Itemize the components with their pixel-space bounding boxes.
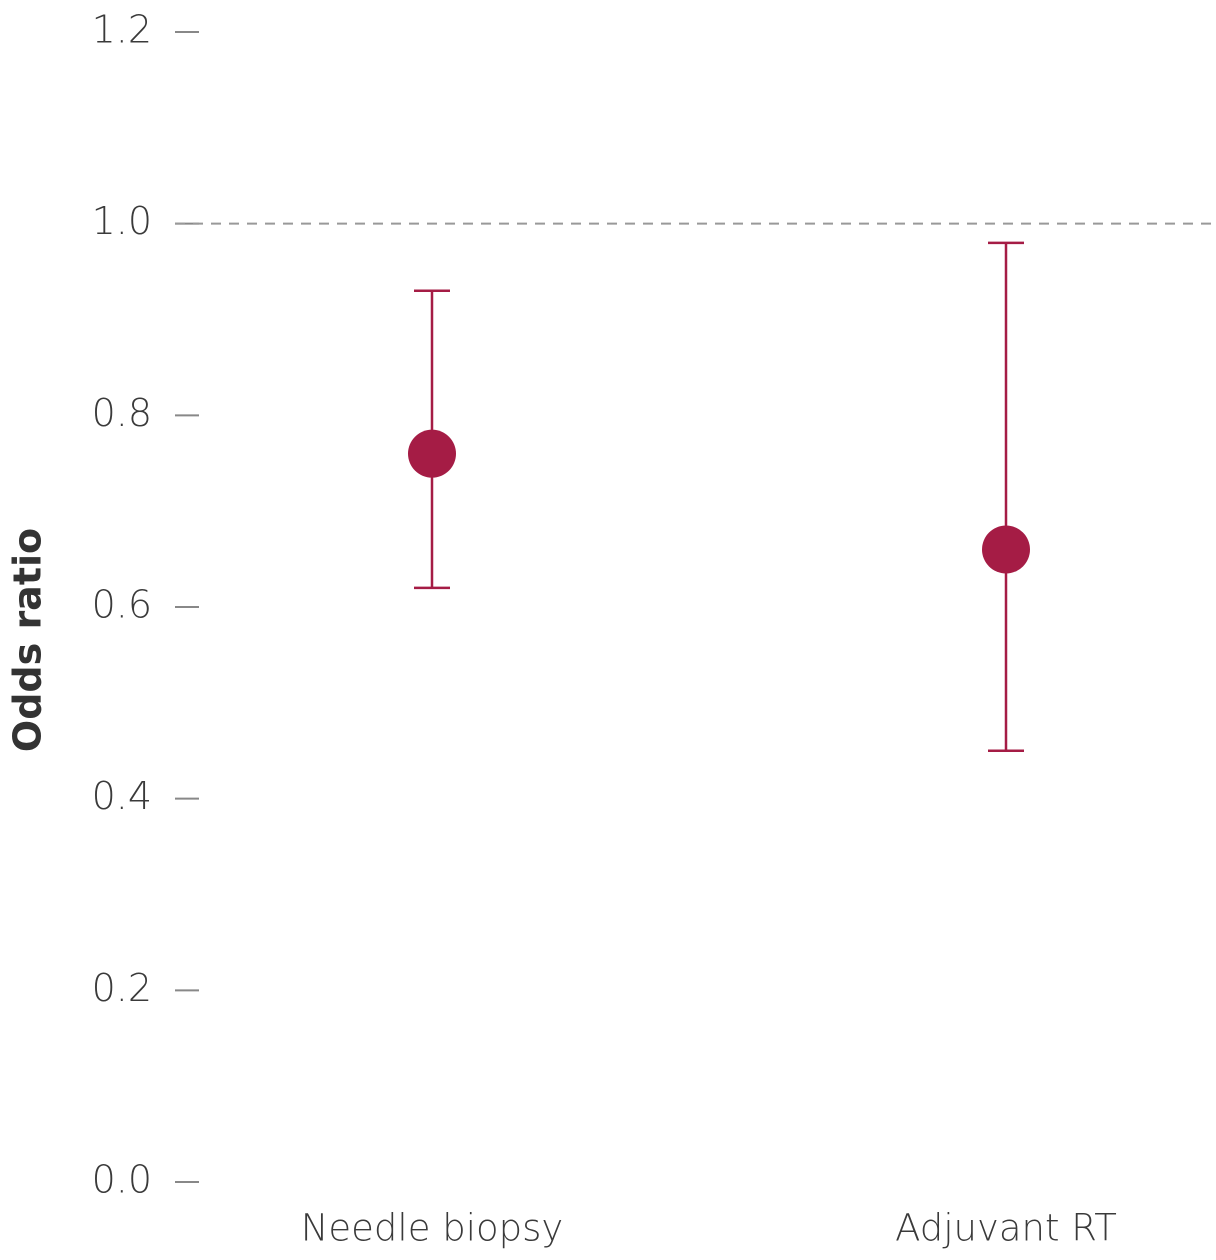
y-tick-label: 1.2 <box>92 8 152 52</box>
y-tick-label: 0.6 <box>92 583 152 627</box>
y-tick-label: 0.0 <box>92 1158 152 1202</box>
y-tick-label: 1.0 <box>92 199 152 243</box>
point <box>408 429 456 478</box>
point <box>982 525 1030 574</box>
y-tick-label: 0.4 <box>92 774 152 818</box>
y-axis-title: Odds ratio <box>6 528 50 752</box>
y-tick-label: 0.2 <box>92 966 152 1010</box>
x-tick-label: Adjuvant RT <box>895 1207 1117 1250</box>
x-tick-label: Needle biopsy <box>301 1207 564 1250</box>
y-tick-label: 0.8 <box>92 391 152 435</box>
